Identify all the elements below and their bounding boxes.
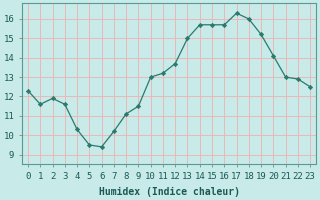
X-axis label: Humidex (Indice chaleur): Humidex (Indice chaleur) — [99, 186, 240, 197]
